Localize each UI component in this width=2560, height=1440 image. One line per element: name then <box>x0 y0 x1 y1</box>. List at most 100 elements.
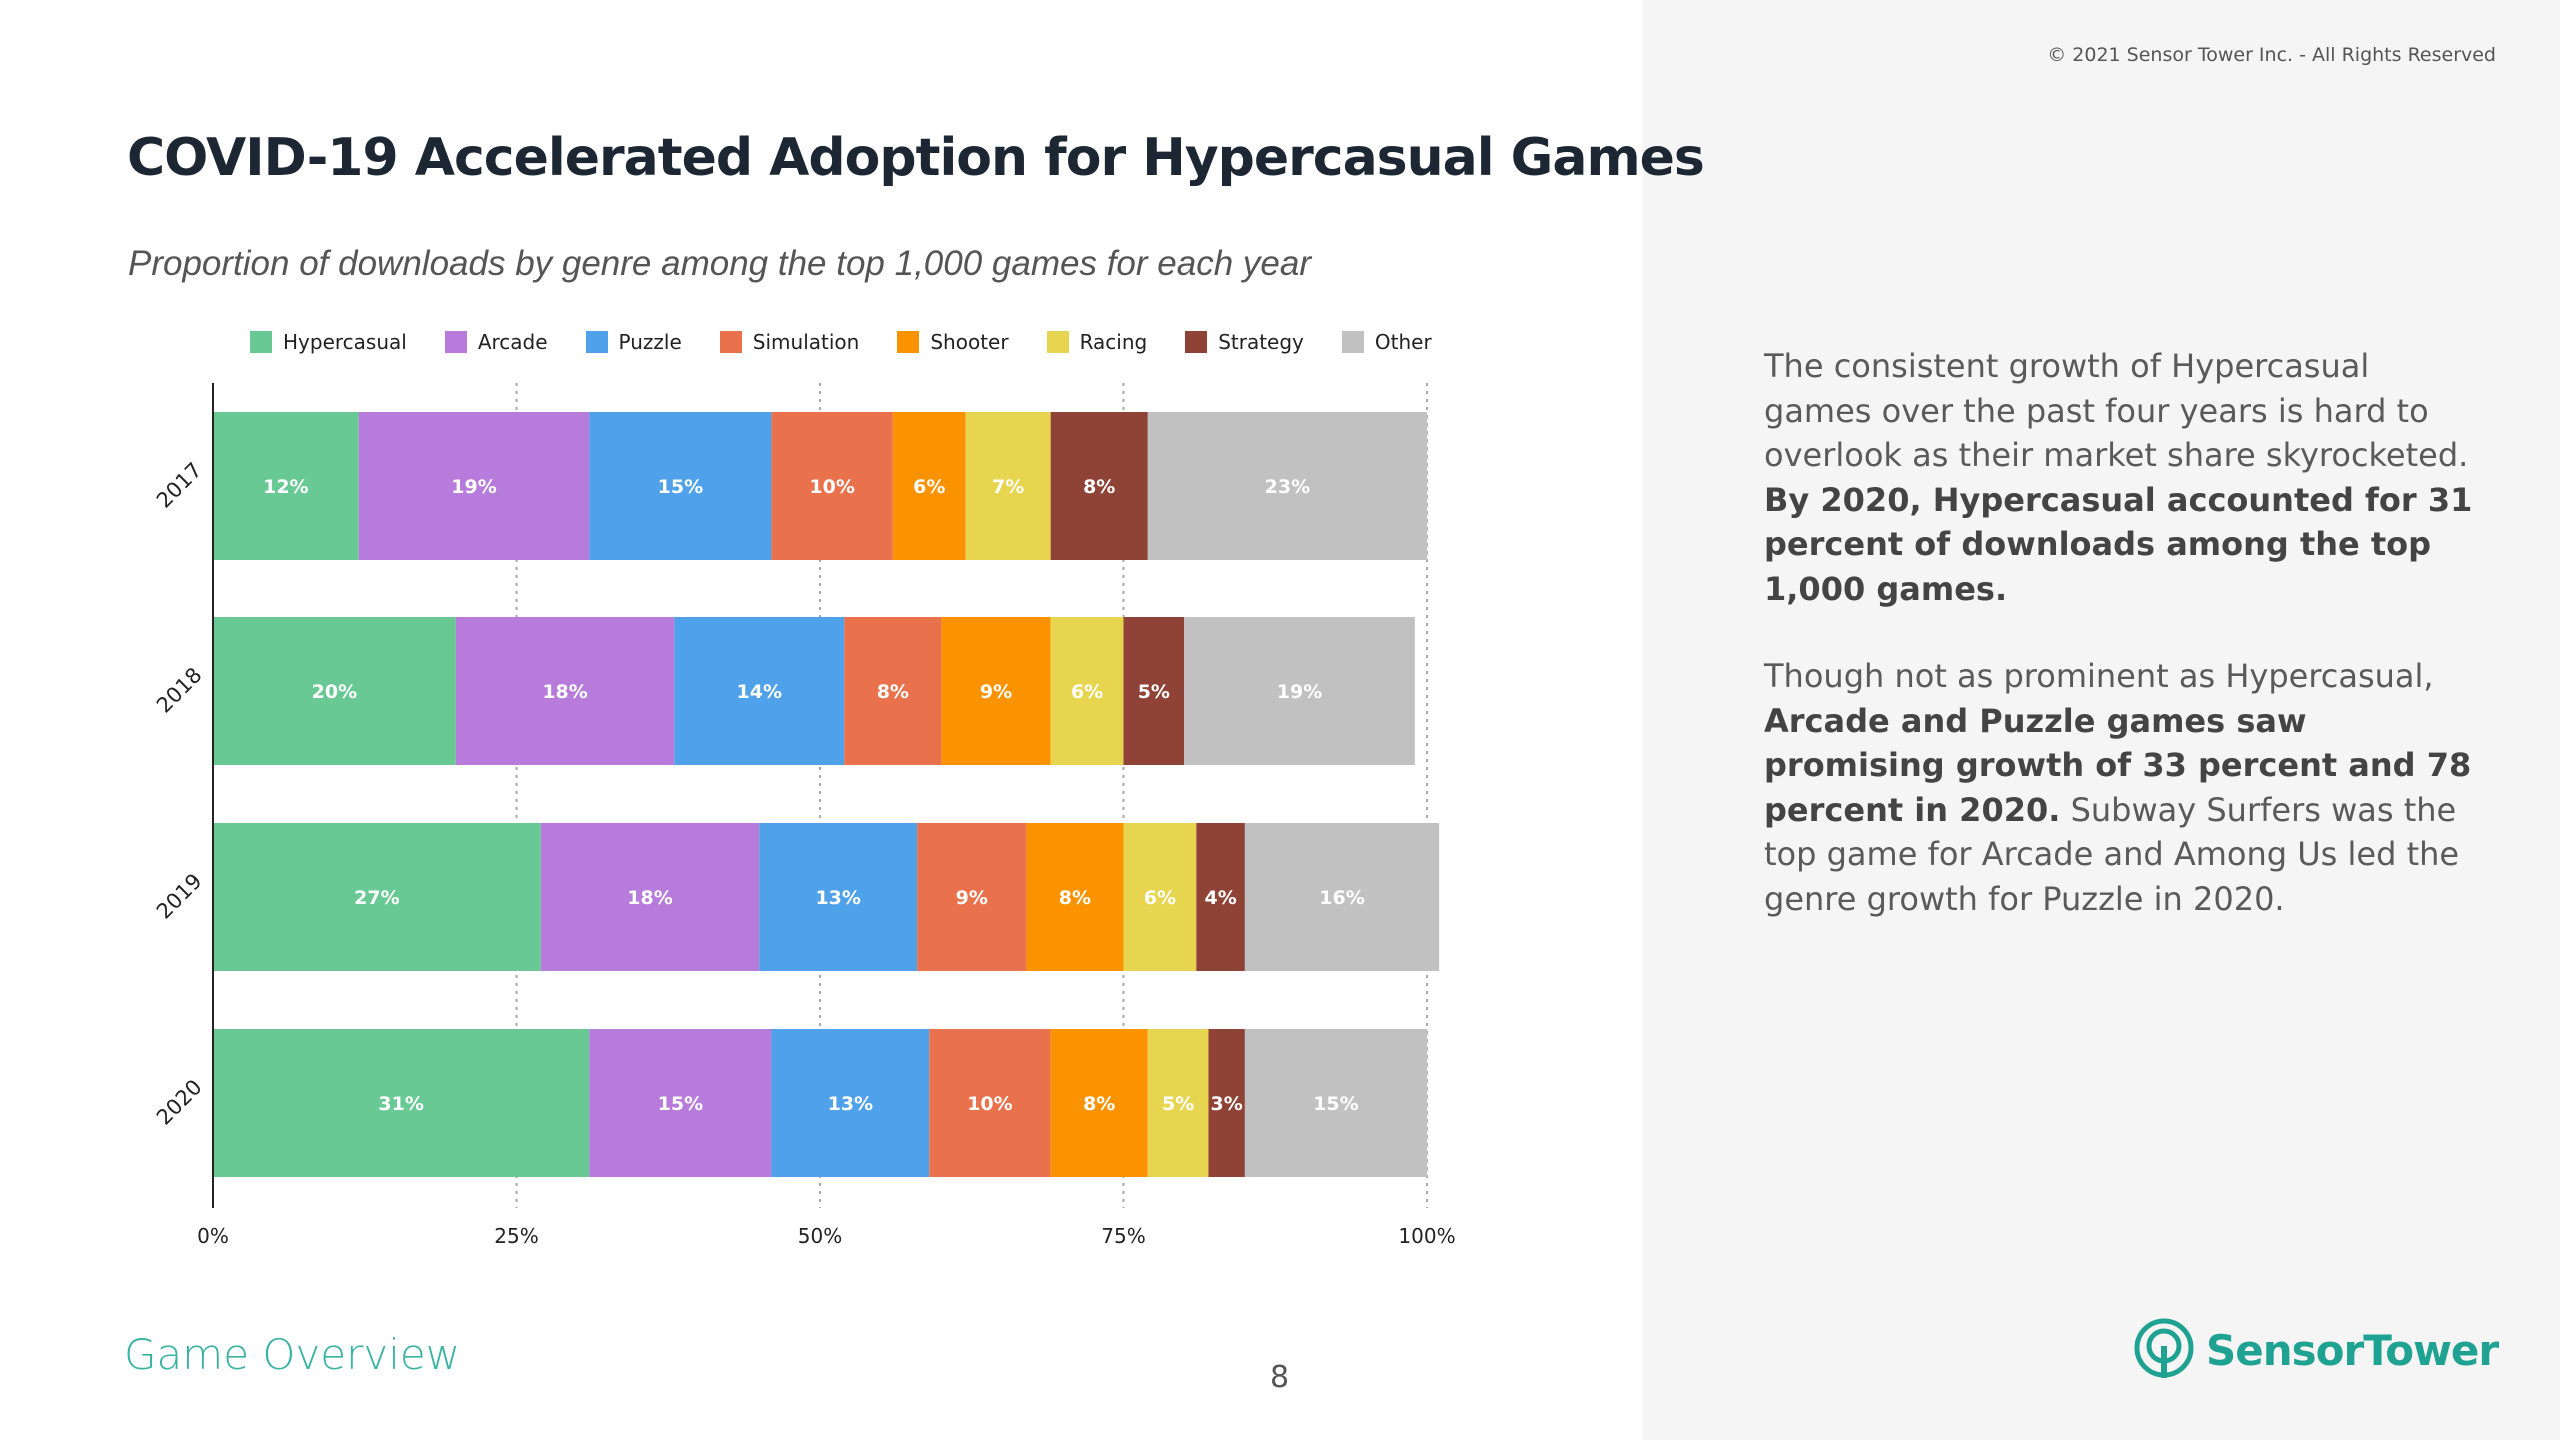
footer-section-title: Game Overview <box>124 1330 461 1379</box>
bar-data-label: 8% <box>1083 1093 1115 1115</box>
bar-segment-racing-2017 <box>965 412 1051 560</box>
y-axis-label-2018: 2018 <box>152 663 207 718</box>
legend-item-shooter: Shooter <box>897 330 1009 354</box>
bar-data-label: 8% <box>877 681 909 703</box>
x-tick-label: 50% <box>798 1224 842 1248</box>
bar-segment-other-2017 <box>1147 412 1427 560</box>
bar-data-label: 20% <box>312 681 357 703</box>
bar-data-label: 10% <box>967 1093 1012 1115</box>
bar-data-label: 3% <box>1211 1093 1243 1115</box>
legend-item-simulation: Simulation <box>719 330 860 354</box>
bar-data-label: 13% <box>815 887 860 909</box>
legend-label: Shooter <box>930 330 1009 354</box>
legend-label: Strategy <box>1218 330 1304 354</box>
bar-data-label: 7% <box>992 476 1024 498</box>
bar-data-label: 6% <box>913 476 945 498</box>
legend-swatch <box>444 331 467 353</box>
legend-label: Puzzle <box>618 330 682 354</box>
legend-swatch <box>1341 331 1364 353</box>
legend-item-strategy: Strategy <box>1185 330 1304 354</box>
bar-data-label: 18% <box>627 887 672 909</box>
legend-swatch <box>1185 331 1208 353</box>
legend-item-racing: Racing <box>1046 330 1148 354</box>
logo-text: SensorTower <box>2206 1325 2499 1375</box>
bar-segment-hypercasual-2019 <box>213 823 541 971</box>
bar-data-label: 13% <box>828 1093 873 1115</box>
bar-data-label: 9% <box>980 681 1012 703</box>
legend-item-arcade: Arcade <box>444 330 548 354</box>
body-paragraph-2: Though not as prominent as Hypercasual, … <box>1764 654 2484 921</box>
bar-data-label: 16% <box>1319 887 1364 909</box>
bar-segment-puzzle-2020 <box>771 1029 930 1177</box>
legend-label: Simulation <box>752 330 860 354</box>
page-title: COVID-19 Accelerated Adoption for Hyperc… <box>127 128 1705 188</box>
page-number: 8 <box>1270 1360 1290 1395</box>
legend-swatch <box>250 331 272 353</box>
bar-data-label: 19% <box>451 476 496 498</box>
bar-segment-racing-2020 <box>1147 1029 1209 1177</box>
legend-swatch <box>1046 331 1069 353</box>
stacked-bar-chart: 12% 19% 15% 10% 6% 7% 8% 23% 2017 20% 18% 14% 8% 9% 6%… <box>152 383 1456 1248</box>
bar-segment-arcade-2017 <box>358 412 590 560</box>
bar-segment-shooter-2017 <box>892 412 966 560</box>
bar-segment-arcade-2020 <box>589 1029 772 1177</box>
bar-data-label: 6% <box>1071 681 1103 703</box>
bar-segment-arcade-2019 <box>540 823 760 971</box>
bar-segment-hypercasual-2018 <box>213 617 456 765</box>
bar-segment-simulation-2020 <box>929 1029 1051 1177</box>
bar-data-label: 6% <box>1144 887 1176 909</box>
bar-segment-hypercasual-2020 <box>213 1029 590 1177</box>
bar-data-label: 19% <box>1277 681 1322 703</box>
bar-segment-shooter-2020 <box>1050 1029 1148 1177</box>
x-tick-label: 0% <box>197 1224 229 1248</box>
legend-item-hypercasual: Hypercasual <box>250 330 407 354</box>
bar-segment-strategy-2018 <box>1123 617 1185 765</box>
bar-segment-puzzle-2019 <box>759 823 918 971</box>
bar-segment-simulation-2019 <box>917 823 1027 971</box>
legend-label: Hypercasual <box>283 330 407 354</box>
p1-plain-text: The consistent growth of Hypercasual gam… <box>1764 347 2469 474</box>
bar-segment-arcade-2018 <box>455 617 675 765</box>
legend-item-other: Other <box>1341 330 1432 354</box>
chart-subtitle: Proportion of downloads by genre among t… <box>128 244 1311 283</box>
bar-data-label: 4% <box>1204 887 1236 909</box>
bar-segment-strategy-2019 <box>1196 823 1245 971</box>
legend-swatch <box>897 331 920 353</box>
bar-data-label: 15% <box>658 1093 703 1115</box>
legend-label: Racing <box>1079 330 1148 354</box>
x-tick-label: 25% <box>494 1224 538 1248</box>
bar-segment-simulation-2017 <box>771 412 893 560</box>
bar-data-label: 15% <box>658 476 703 498</box>
bar-data-label: 10% <box>809 476 854 498</box>
bar-segment-racing-2019 <box>1123 823 1197 971</box>
p2-plain-text-2: Subway Surfers was the top game for Arca… <box>1764 790 2460 918</box>
bar-segment-puzzle-2018 <box>674 617 845 765</box>
chart-legend: Hypercasual Arcade Puzzle Simulation Shooter… <box>250 327 1470 357</box>
p1-bold-text: By 2020, Hypercasual accounted for 31 pe… <box>1764 480 2473 608</box>
sensor-tower-logo-icon <box>2134 1318 2194 1378</box>
bar-data-label: 31% <box>378 1093 423 1115</box>
legend-item-puzzle: Puzzle <box>585 330 682 354</box>
sensor-tower-logo: SensorTower <box>2132 1318 2499 1382</box>
bar-segment-other-2020 <box>1244 1029 1427 1177</box>
bar-segment-puzzle-2017 <box>589 412 772 560</box>
bar-segment-shooter-2018 <box>941 617 1051 765</box>
bar-segment-hypercasual-2017 <box>213 412 359 560</box>
bar-data-label: 9% <box>956 887 988 909</box>
bar-data-label: 5% <box>1138 681 1170 703</box>
bar-segment-simulation-2018 <box>844 617 942 765</box>
x-tick-label: 100% <box>1398 1224 1455 1248</box>
p2-plain-text: Though not as prominent as Hypercasual, <box>1764 657 2434 695</box>
right-panel <box>1643 0 2560 1440</box>
bar-data-label: 18% <box>542 681 587 703</box>
legend-label: Other <box>1374 330 1432 354</box>
y-axis-label-2019: 2019 <box>152 869 207 924</box>
bar-data-label: 12% <box>263 476 308 498</box>
bar-segment-shooter-2019 <box>1026 823 1124 971</box>
bar-segment-other-2018 <box>1184 617 1415 765</box>
y-axis-label-2017: 2017 <box>152 458 207 513</box>
bar-data-label: 27% <box>354 887 399 909</box>
copyright-notice: © 2021 Sensor Tower Inc. - All Rights Re… <box>2047 44 2496 66</box>
bar-data-label: 23% <box>1265 476 1310 498</box>
p2-bold-text: Arcade and Puzzle games saw promising gr… <box>1764 701 2472 829</box>
